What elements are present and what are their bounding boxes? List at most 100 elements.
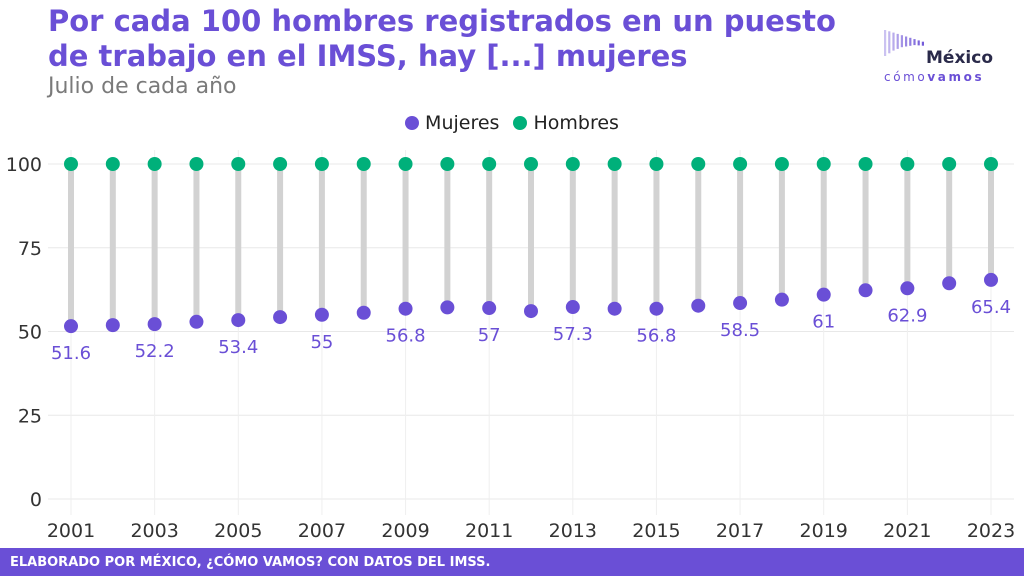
y-tick-label: 25 xyxy=(18,405,42,427)
label-layer: 51.6 52.2 53.4 55 56.8 57 57.3 56.8 58.5 61 62.9 65… xyxy=(51,297,1011,364)
mujeres-data-label: 56.8 xyxy=(636,326,676,347)
mujeres-point xyxy=(942,276,957,291)
hombres-point xyxy=(733,157,748,171)
mujeres-point xyxy=(816,287,831,302)
mujeres-point xyxy=(733,296,748,311)
logo-bar xyxy=(896,33,899,49)
x-tick-label: 2021 xyxy=(883,520,931,542)
logo-bar xyxy=(892,32,895,51)
mujeres-point xyxy=(356,305,371,320)
logo-bars-icon xyxy=(884,30,924,56)
mujeres-point xyxy=(691,298,706,313)
hombres-point xyxy=(649,157,664,171)
connector-layer xyxy=(68,164,994,327)
legend-label-hombres: Hombres xyxy=(533,112,619,134)
mujeres-data-label: 65.4 xyxy=(971,297,1011,318)
x-tick-label: 2009 xyxy=(381,520,429,542)
logo-bar xyxy=(884,30,887,56)
mujeres-point xyxy=(607,301,622,316)
hombres-point xyxy=(398,157,413,171)
x-tick-label: 2019 xyxy=(800,520,848,542)
logo-bar xyxy=(900,35,903,48)
mujeres-data-label: 52.2 xyxy=(135,341,175,362)
hombres-point xyxy=(816,157,831,171)
hombres-point xyxy=(231,157,246,171)
mujeres-point xyxy=(984,272,998,287)
chart-title: Por cada 100 hombres registrados en un p… xyxy=(48,4,836,73)
x-tick-label: 2013 xyxy=(549,520,597,542)
mujeres-point xyxy=(565,300,580,315)
legend-item-mujeres: Mujeres xyxy=(405,112,499,134)
y-tick-label: 100 xyxy=(6,154,42,176)
logo-sub-plain: cómo xyxy=(884,70,928,84)
x-tick-label: 2023 xyxy=(967,520,1015,542)
hombres-point xyxy=(858,157,873,171)
logo-bar xyxy=(888,31,891,54)
x-tick-label: 2003 xyxy=(130,520,178,542)
mujeres-point xyxy=(189,314,204,329)
mujeres-point xyxy=(524,304,538,319)
chart-legend: Mujeres Hombres xyxy=(0,112,1024,135)
mujeres-data-label: 55 xyxy=(310,332,333,353)
y-tick-label: 75 xyxy=(18,238,42,260)
mujeres-point xyxy=(231,313,246,328)
mujeres-data-label: 56.8 xyxy=(386,326,426,347)
mujeres-point xyxy=(858,283,873,298)
mujeres-data-label: 58.5 xyxy=(720,320,760,341)
y-tick-label: 50 xyxy=(18,322,42,344)
mujeres-point xyxy=(900,281,915,296)
mujeres-data-label: 61 xyxy=(812,312,835,333)
mujeres-data-label: 53.4 xyxy=(218,337,258,358)
hombres-point xyxy=(105,157,120,171)
x-tick-label: 2007 xyxy=(298,520,346,542)
mexico-como-vamos-logo: México cómovamos xyxy=(882,26,1012,86)
hombres-point xyxy=(147,157,162,171)
mujeres-data-label: 57 xyxy=(478,325,501,346)
legend-dot-hombres xyxy=(513,116,528,130)
logo-bar xyxy=(921,41,924,46)
axis-layer: 0 25 50 75 100 2001 2003 2005 2007 2009 2011 2013 20… xyxy=(6,154,1015,542)
dot-layer xyxy=(64,157,998,334)
hombres-point xyxy=(942,157,957,171)
mujeres-point xyxy=(482,301,497,316)
x-tick-label: 2001 xyxy=(47,520,95,542)
x-tick-label: 2011 xyxy=(465,520,513,542)
legend-label-mujeres: Mujeres xyxy=(425,112,500,134)
hombres-point xyxy=(774,157,789,171)
mujeres-point xyxy=(649,301,664,316)
logo-bar xyxy=(917,40,920,46)
mujeres-point xyxy=(64,319,78,334)
logo-sub-text: cómovamos xyxy=(884,70,984,84)
logo-bar xyxy=(905,36,908,47)
x-tick-label: 2015 xyxy=(632,520,680,542)
x-tick-label: 2005 xyxy=(214,520,262,542)
mujeres-point xyxy=(273,310,288,325)
hombres-point xyxy=(565,157,580,171)
hombres-point xyxy=(64,157,78,171)
hombres-point xyxy=(607,157,622,171)
hombres-point xyxy=(440,157,455,171)
dumbbell-chart: 51.6 52.2 53.4 55 56.8 57 57.3 56.8 58.5 61 62.9 65… xyxy=(6,150,1015,542)
logo-sub-bold: vamos xyxy=(927,70,985,84)
hombres-point xyxy=(189,157,204,171)
footer-bar: ELABORADO POR MÉXICO, ¿CÓMO VAMOS? CON D… xyxy=(0,548,1024,576)
legend-item-hombres: Hombres xyxy=(513,112,619,134)
x-tick-label: 2017 xyxy=(716,520,764,542)
hombres-point xyxy=(356,157,371,171)
logo-bar xyxy=(909,37,912,46)
mujeres-point xyxy=(440,300,455,315)
footer-source-text: ELABORADO POR MÉXICO, ¿CÓMO VAMOS? CON D… xyxy=(10,555,491,570)
logo-main-text: México xyxy=(926,48,993,68)
mujeres-point xyxy=(774,292,789,307)
mujeres-point xyxy=(105,318,120,333)
hombres-point xyxy=(482,157,497,171)
hombres-point xyxy=(900,157,915,171)
mujeres-data-label: 62.9 xyxy=(887,305,927,326)
hombres-point xyxy=(691,157,706,171)
hombres-point xyxy=(273,157,288,171)
hombres-point xyxy=(314,157,329,171)
mujeres-data-label: 57.3 xyxy=(553,324,593,345)
mujeres-point xyxy=(398,301,413,316)
chart-subtitle: Julio de cada año xyxy=(48,74,237,99)
hombres-point xyxy=(524,157,538,171)
